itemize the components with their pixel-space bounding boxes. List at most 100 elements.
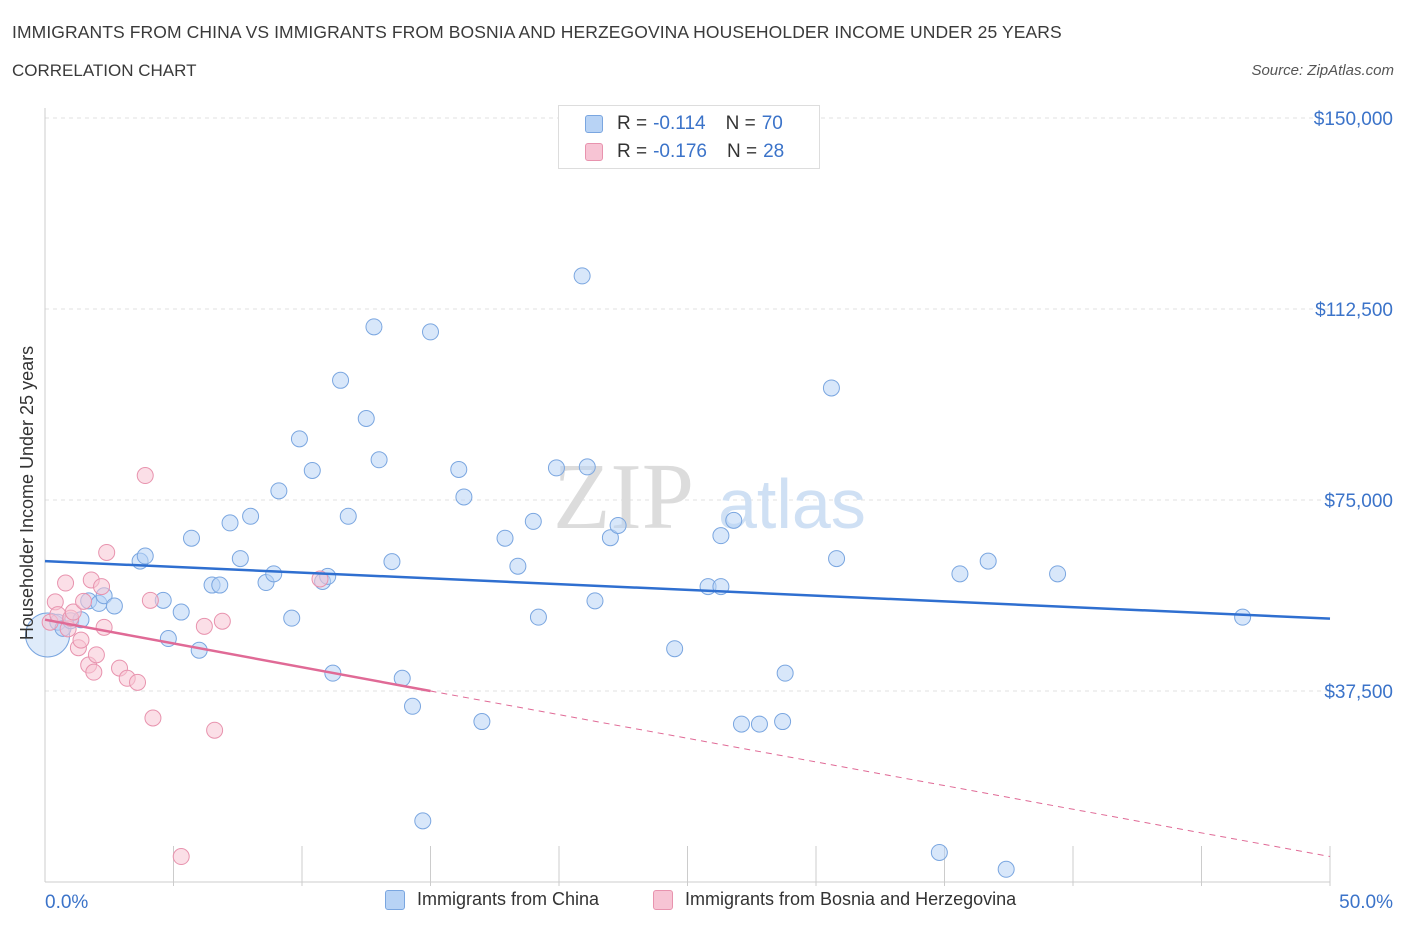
data-point-china <box>601 529 619 547</box>
x-tick-label: 50.0% <box>1339 892 1393 913</box>
r-value: -0.176 <box>653 141 707 162</box>
data-point-china <box>529 608 547 626</box>
data-point-china <box>732 715 750 733</box>
data-point-bosnia <box>141 591 159 609</box>
data-point-china <box>750 715 768 733</box>
watermark-zip: ZIP <box>553 445 694 549</box>
data-point-china <box>496 529 514 547</box>
data-point-china <box>509 557 527 575</box>
r-value: -0.114 <box>653 113 706 134</box>
data-point-china <box>578 458 596 476</box>
data-point-bosnia <box>75 592 93 610</box>
data-point-china <box>455 488 473 506</box>
bosnia-swatch <box>653 889 673 910</box>
data-point-bosnia <box>72 631 90 649</box>
data-point-china <box>930 843 948 861</box>
data-point-china <box>290 430 308 448</box>
data-point-china <box>221 514 239 532</box>
data-point-china <box>357 410 375 428</box>
n-value: 70 <box>761 113 783 134</box>
trend-line-bosnia-extension <box>430 690 1331 858</box>
data-point-bosnia <box>144 709 162 727</box>
gridlines <box>45 117 1330 692</box>
watermark-atlas: atlas <box>718 465 866 543</box>
data-point-china <box>211 576 229 594</box>
n-value: 28 <box>763 141 785 162</box>
data-point-bosnia <box>213 612 231 630</box>
data-point-china <box>712 527 730 545</box>
series-legend: Immigrants from China Immigrants from Bo… <box>0 889 1406 915</box>
data-point-bosnia <box>206 721 224 739</box>
data-point-china <box>997 860 1015 878</box>
data-point-china <box>270 482 288 500</box>
trend-line-china <box>44 559 1331 620</box>
data-point-china <box>404 697 422 715</box>
trend-line-bosnia <box>44 618 431 693</box>
axes <box>44 108 1331 886</box>
data-point-bosnia <box>85 663 103 681</box>
correlation-legend: R = -0.114 N = 70 R = -0.176 N = 28 <box>558 105 820 169</box>
data-point-china <box>951 565 969 583</box>
bosnia-series <box>41 467 329 866</box>
data-point-china <box>283 609 301 627</box>
data-point-china <box>666 640 684 658</box>
source-credit: Source: ZipAtlas.com <box>1251 62 1394 79</box>
data-point-china <box>473 713 491 731</box>
data-point-bosnia <box>129 673 147 691</box>
data-point-china <box>776 664 794 682</box>
axis-labels: $37,500 $75,000 $112,500 $150,000 0.0% 50.0% H… <box>17 109 1393 913</box>
data-point-bosnia <box>136 467 154 485</box>
china-swatch <box>585 115 603 133</box>
china-swatch <box>385 889 405 910</box>
data-point-china <box>422 323 439 341</box>
legend-item-bosnia[interactable]: Immigrants from Bosnia and Herzegovina <box>653 889 1016 910</box>
y-tick-label: $75,000 <box>1324 491 1393 512</box>
data-point-bosnia <box>172 848 190 866</box>
data-point-china <box>573 267 591 285</box>
y-tick-label: $112,500 <box>1315 300 1393 321</box>
legend-row-china: R = -0.114 N = 70 <box>585 112 783 136</box>
china-series <box>25 267 1252 878</box>
data-point-china <box>1234 608 1252 626</box>
data-point-bosnia <box>93 578 111 596</box>
data-point-bosnia <box>87 646 105 664</box>
data-point-bosnia <box>98 543 116 561</box>
data-point-china <box>365 318 383 336</box>
data-point-bosnia <box>195 617 213 635</box>
n-label: N = <box>726 141 758 162</box>
data-point-china <box>450 460 468 478</box>
trend-lines <box>44 559 1331 858</box>
data-point-china <box>609 516 627 534</box>
y-axis-title: Householder Income Under 25 years <box>17 346 37 640</box>
legend-row-bosnia: R = -0.176 N = 28 <box>585 140 784 164</box>
y-tick-label: $150,000 <box>1314 109 1393 130</box>
data-point-china <box>136 547 154 565</box>
data-point-china <box>414 812 432 830</box>
data-point-china <box>524 512 542 530</box>
data-point-china <box>828 550 846 568</box>
data-point-china <box>586 592 604 610</box>
bosnia-swatch <box>585 143 603 161</box>
data-point-china <box>725 511 743 529</box>
r-label: R = <box>617 113 648 134</box>
data-point-china <box>822 379 840 397</box>
data-point-china <box>774 713 792 731</box>
data-point-china <box>265 565 283 583</box>
data-point-china <box>105 597 123 615</box>
x-tick-label: 0.0% <box>45 892 88 913</box>
data-point-china <box>1049 565 1067 583</box>
data-point-china <box>370 451 388 469</box>
data-point-china <box>547 459 565 477</box>
chart-subtitle: CORRELATION CHART <box>12 61 197 80</box>
data-point-bosnia <box>57 574 75 592</box>
legend-item-china[interactable]: Immigrants from China <box>385 889 599 910</box>
data-point-china <box>242 507 260 525</box>
data-point-bosnia <box>311 570 329 588</box>
data-point-china <box>332 371 350 389</box>
legend-label-bosnia: Immigrants from Bosnia and Herzegovina <box>685 889 1017 909</box>
n-label: N = <box>725 113 756 134</box>
data-point-china <box>231 550 249 568</box>
data-point-china <box>172 603 190 621</box>
data-point-china <box>303 461 321 479</box>
data-point-bosnia <box>64 603 82 621</box>
